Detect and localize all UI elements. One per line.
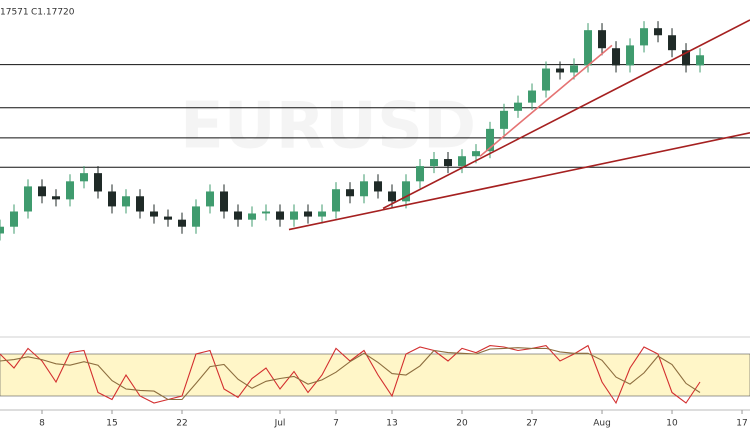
x-tick-label: Jul [274,419,286,429]
oscillator-line [0,344,701,405]
candle-body [528,90,537,103]
candle-body [276,211,285,220]
candle-body [178,219,187,227]
close-readout: C1.17720 [31,8,75,18]
x-tick-label: 8 [39,419,45,429]
candle-body [500,110,509,129]
candle-body [668,35,677,51]
candle-body [388,191,397,202]
candle-body [556,68,565,73]
candle-body [108,191,117,207]
candle-body [234,211,243,220]
candle-body [80,173,89,182]
x-tick-label: 15 [106,419,117,429]
candle-body [318,211,327,217]
candle-body [612,48,621,66]
candle-body [402,181,411,202]
trend-line [382,19,750,210]
candle-body [374,181,383,192]
candle-body [136,196,145,212]
candle-body [444,159,453,167]
x-tick-label: 17 [736,419,747,429]
candle-body [24,186,33,212]
candle-body [584,30,593,66]
candle-body [542,68,551,91]
candle-body [472,151,481,157]
x-tick-label: Aug [593,419,611,429]
candle-body [10,211,19,227]
high-readout: 17571 [0,8,29,18]
candle-body [220,191,229,212]
candle-body [598,30,607,49]
trend-line [288,132,750,231]
candle-body [332,189,341,212]
candle-body [262,211,271,214]
watermark: EURUSD [180,90,476,164]
candle-body [304,211,313,217]
candle-body [458,156,467,167]
candle-body [514,102,523,111]
candle-body [66,181,75,200]
candle-body [38,186,47,197]
candle-body [346,189,355,197]
candle-body [150,211,159,217]
candle-body [290,211,299,220]
candle-body [640,28,649,46]
candle-body [416,166,425,182]
x-tick-label: 27 [526,419,537,429]
candle-body [0,226,4,234]
candle-body [206,191,215,207]
candle-body [486,128,495,152]
candle-body [682,50,691,66]
candle-body [626,45,635,66]
candle-body [52,196,61,200]
oscillator-line [0,347,701,401]
candle-body [696,55,705,66]
candle-body [192,206,201,227]
trend-line [479,44,613,157]
candle-body [570,65,579,73]
x-tick-label: 20 [456,419,468,429]
x-tick-label: 13 [386,419,397,429]
x-tick-label: 7 [333,419,339,429]
x-tick-label: 10 [666,419,678,429]
candle-body [164,216,173,220]
x-tick-label: 22 [176,419,187,429]
candle-body [122,196,131,207]
candle-body [248,213,257,220]
candle-body [654,28,663,36]
candle-body [360,181,369,197]
candle-body [430,159,439,167]
candle-body [94,173,103,192]
